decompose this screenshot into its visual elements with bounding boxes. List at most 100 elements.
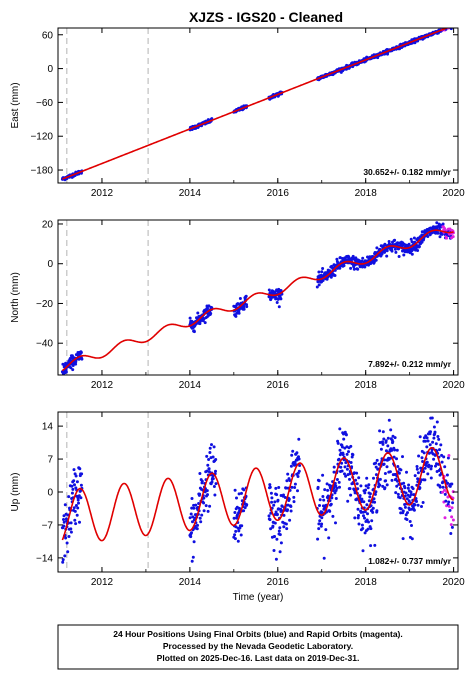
data-point [198, 472, 202, 475]
data-point [450, 23, 453, 26]
data-point [337, 457, 341, 461]
data-point [416, 249, 420, 252]
data-point [360, 523, 364, 527]
data-point [452, 24, 455, 27]
data-point [381, 484, 385, 488]
rate-label: 30.652+/- 0.182 mm/yr [363, 167, 451, 177]
data-point [410, 240, 414, 244]
data-point [333, 274, 337, 277]
data-point [65, 541, 69, 545]
data-point [318, 519, 322, 523]
data-point [70, 491, 74, 495]
data-point [449, 24, 452, 27]
data-point [273, 500, 277, 504]
data-point [273, 521, 277, 525]
data-point [62, 520, 66, 524]
data-point [436, 231, 440, 235]
data-point [78, 467, 82, 471]
data-point [424, 434, 428, 438]
data-point [438, 485, 442, 489]
data-point [439, 443, 443, 447]
data-point [233, 511, 237, 514]
data-point [448, 508, 452, 512]
data-point [391, 440, 395, 444]
data-points [60, 221, 455, 375]
data-point [317, 527, 321, 531]
data-point [242, 307, 246, 311]
data-point [233, 533, 237, 537]
data-point [69, 527, 73, 531]
data-point [373, 251, 377, 254]
data-point [347, 450, 350, 454]
data-point [375, 509, 379, 513]
data-point [418, 486, 422, 490]
data-point [72, 506, 76, 510]
data-point [420, 240, 424, 244]
data-point [362, 514, 365, 518]
data-point [396, 492, 400, 496]
data-point [451, 501, 455, 505]
data-point [393, 448, 397, 452]
data-point [329, 275, 333, 279]
data-point [372, 476, 375, 480]
data-point [69, 366, 73, 370]
data-point [214, 458, 218, 461]
data-point [317, 283, 321, 287]
data-point [75, 480, 79, 484]
data-point [441, 480, 445, 484]
data-point [415, 465, 419, 468]
data-point [368, 495, 372, 499]
x-tick-label: 2020 [442, 577, 465, 588]
data-point [387, 240, 391, 243]
data-point [358, 494, 362, 498]
data-point [71, 368, 75, 372]
data-point [63, 503, 67, 507]
data-point [450, 506, 454, 510]
data-point [242, 509, 246, 513]
data-point [375, 246, 379, 250]
data-point [386, 444, 390, 448]
data-point [72, 479, 76, 483]
data-point [342, 264, 346, 268]
data-point [404, 513, 408, 517]
data-point [190, 531, 193, 535]
data-point [450, 24, 453, 27]
x-axis-label: Time (year) [233, 592, 284, 603]
data-point [441, 222, 445, 226]
data-point [355, 482, 359, 486]
x-tick-label: 2018 [355, 577, 378, 588]
data-point [405, 518, 409, 521]
data-point [427, 451, 431, 455]
data-point [74, 504, 78, 507]
data-point [420, 505, 423, 508]
data-point [284, 522, 288, 526]
data-point [278, 526, 282, 530]
data-point [365, 476, 369, 480]
data-point [390, 448, 394, 452]
data-point [446, 25, 449, 28]
data-point [321, 279, 325, 282]
data-point [422, 451, 426, 455]
data-point [274, 486, 278, 490]
data-point [348, 477, 351, 481]
data-point [64, 370, 68, 374]
data-point [192, 330, 196, 334]
x-tick-label: 2012 [91, 188, 114, 199]
data-point [451, 23, 454, 26]
data-point [189, 512, 193, 516]
data-point [237, 311, 241, 315]
data-point [195, 527, 199, 531]
rate-label: 1.082+/- 0.737 mm/yr [368, 556, 452, 566]
data-point [451, 23, 454, 26]
data-point [449, 25, 452, 28]
data-point [373, 500, 377, 504]
data-point [423, 478, 427, 482]
data-point [393, 238, 397, 242]
data-point [194, 503, 198, 507]
data-point [444, 499, 448, 503]
up-panel: 2012 2014 2016 2018 2020 14 7 0 −7 −14 Up (mm) 1.08… [10, 411, 465, 588]
data-point [443, 227, 447, 231]
data-point [327, 536, 331, 540]
data-point [381, 442, 385, 446]
data-point [66, 550, 70, 554]
